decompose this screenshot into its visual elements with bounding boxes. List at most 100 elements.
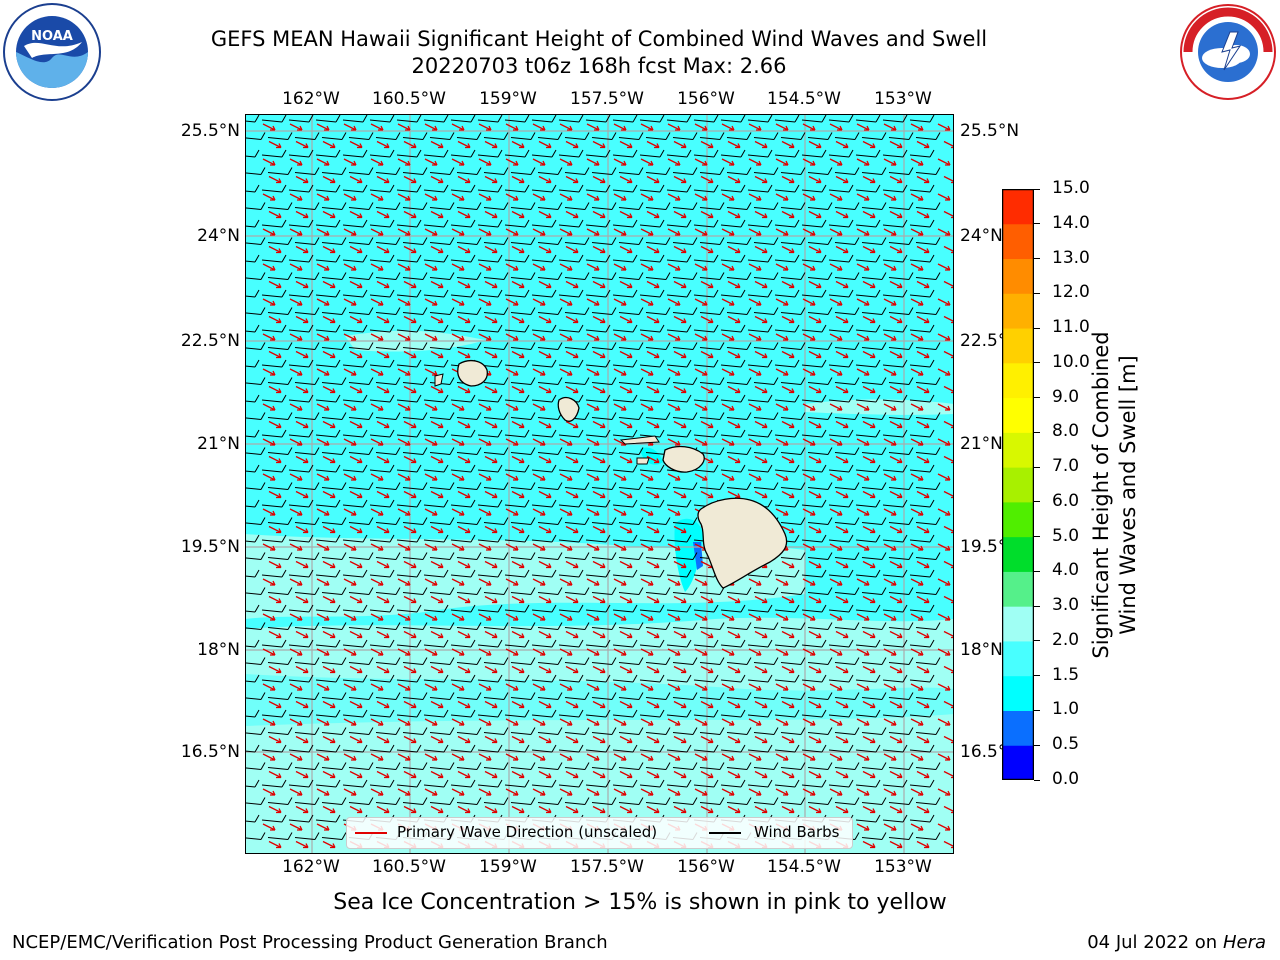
wind-barb <box>531 534 557 543</box>
wind-barb <box>348 202 374 210</box>
wind-barb <box>504 464 530 473</box>
wind-barb <box>780 167 806 175</box>
wind-barb <box>882 744 908 753</box>
lat-label-left: 18°N <box>197 640 240 660</box>
wave-arrow <box>835 490 849 499</box>
wind-barb <box>612 464 638 473</box>
wave-arrow <box>694 438 708 446</box>
wave-arrow <box>262 368 276 376</box>
wind-barb <box>693 639 719 648</box>
wind-barb <box>666 324 692 333</box>
wave-arrow <box>754 490 768 499</box>
colorbar-tick-mark <box>1034 362 1040 364</box>
wind-barb <box>564 692 590 700</box>
wave-arrow <box>754 665 768 674</box>
wind-barb <box>888 132 914 140</box>
wave-arrow <box>613 508 627 516</box>
wind-barb <box>288 639 314 648</box>
wave-arrow <box>754 630 768 639</box>
wind-barb <box>510 167 536 175</box>
wave-arrow <box>889 350 903 359</box>
wind-barb <box>612 569 638 578</box>
wind-barb <box>510 692 536 700</box>
lat-label-right: 18°N <box>960 640 1003 660</box>
wave-arrow <box>862 385 876 394</box>
wind-barb <box>294 762 320 770</box>
wind-barb <box>612 779 638 788</box>
wave-arrow <box>829 158 843 166</box>
wind-barb <box>774 674 800 683</box>
wave-arrow <box>532 718 546 726</box>
wave-arrow <box>397 578 411 586</box>
colorbar-tick-mark <box>1034 292 1040 294</box>
wave-arrow <box>559 683 573 691</box>
wave-arrow <box>376 525 390 534</box>
wave-arrow <box>478 473 492 481</box>
wind-barb <box>591 727 617 735</box>
wind-barb <box>861 272 887 280</box>
wind-barb <box>780 657 806 665</box>
wind-barb <box>747 464 773 473</box>
wave-arrow <box>883 543 897 551</box>
wind-barb <box>726 167 752 175</box>
wave-arrow <box>829 298 843 306</box>
wave-arrow <box>349 700 363 709</box>
wave-arrow <box>403 280 417 289</box>
colorbar-cell <box>1002 397 1034 433</box>
wave-arrow <box>538 175 552 184</box>
wind-barb <box>699 202 725 210</box>
wind-barb <box>666 359 692 368</box>
wind-barb <box>666 569 692 578</box>
colorbar-tick-mark <box>1034 501 1040 503</box>
wave-arrow <box>430 140 444 149</box>
wave-arrow <box>592 735 606 744</box>
wind-barb <box>558 184 584 193</box>
wave-arrow <box>754 210 768 219</box>
wave-arrow <box>451 508 465 516</box>
wind-barb <box>315 324 341 333</box>
wind-barb <box>645 552 671 560</box>
wave-arrow <box>829 193 843 201</box>
wind-barb <box>747 149 773 158</box>
wave-arrow <box>484 595 498 604</box>
wave-arrow <box>592 525 606 534</box>
wind-barb <box>612 324 638 333</box>
wave-arrow <box>559 228 573 236</box>
lee-zone-deep <box>693 542 703 570</box>
wind-barb <box>531 219 557 228</box>
wave-arrow <box>700 805 714 814</box>
wave-arrow <box>505 613 519 621</box>
wave-arrow <box>619 385 633 394</box>
wind-barb <box>672 377 698 385</box>
wave-arrow <box>559 648 573 656</box>
wave-arrow <box>781 175 795 184</box>
wind-barb <box>261 814 287 823</box>
wave-arrow <box>484 700 498 709</box>
wave-arrow <box>775 753 789 761</box>
wind-barb <box>747 779 773 788</box>
wave-arrow <box>646 560 660 569</box>
wave-arrow <box>403 770 417 779</box>
wave-arrow <box>403 350 417 359</box>
wave-arrow <box>316 263 330 271</box>
wind-barb <box>450 569 476 578</box>
colorbar-tick-mark <box>1034 779 1040 781</box>
wind-barb <box>591 447 617 455</box>
wave-arrow <box>883 753 897 761</box>
wind-barb <box>666 779 692 788</box>
colorbar-tick-label: 8.0 <box>1052 421 1080 442</box>
wave-arrow <box>289 333 303 341</box>
wind-barb <box>348 517 374 525</box>
wind-barb <box>909 114 935 123</box>
wind-barb <box>531 779 557 788</box>
wind-barb <box>267 307 293 315</box>
wave-arrow <box>370 473 384 481</box>
wind-barb <box>450 149 476 158</box>
wind-barb <box>855 429 881 438</box>
wind-barb <box>261 289 287 298</box>
wind-barb <box>915 692 941 700</box>
wind-barb <box>915 762 941 770</box>
wind-barb <box>450 219 476 228</box>
wave-arrow <box>667 473 681 481</box>
wave-arrow <box>694 333 708 341</box>
